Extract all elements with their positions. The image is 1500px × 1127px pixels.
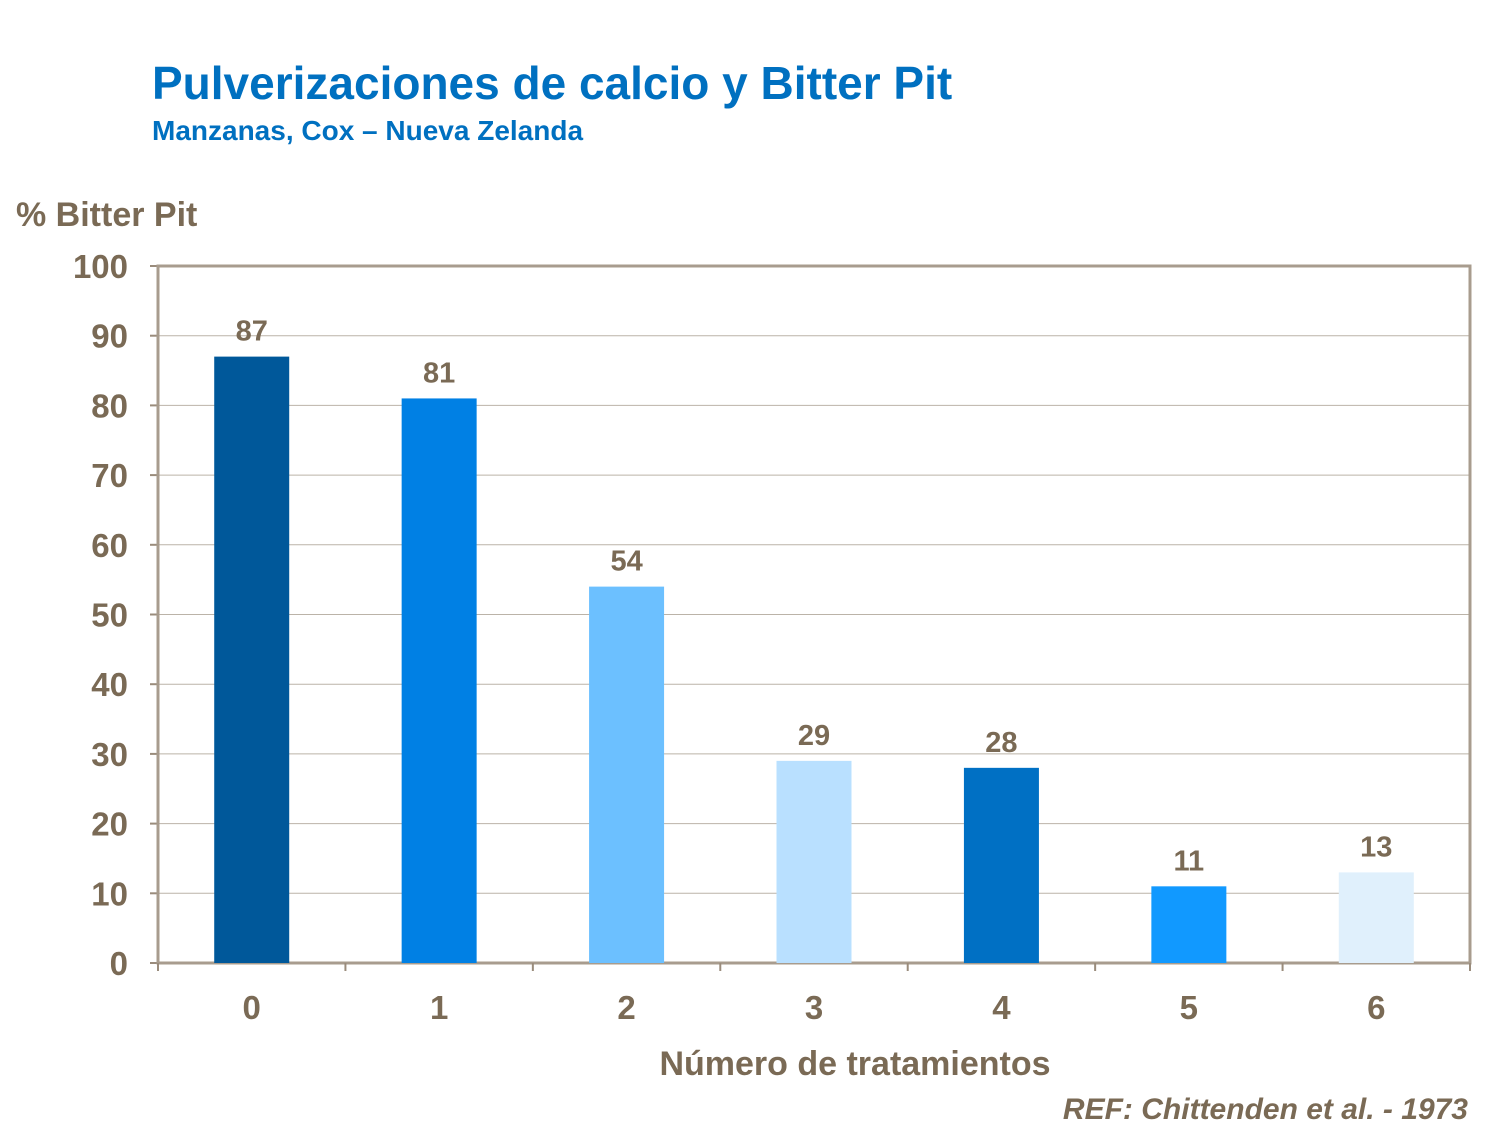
data-label: 81 [423,357,455,389]
data-label: 28 [985,727,1017,759]
data-label: 13 [1360,831,1392,863]
y-tick-label: 90 [91,318,128,355]
x-tick-label: 1 [430,989,448,1026]
y-tick-label: 20 [91,806,128,843]
y-tick-label: 30 [91,736,128,773]
x-tick-label: 2 [617,989,635,1026]
y-tick-label: 80 [91,387,128,424]
x-axis-label: Número de tratamientos [659,1045,1051,1083]
bar-6 [1338,872,1414,963]
y-tick-label: 50 [91,597,128,634]
x-tick-label: 3 [805,989,823,1026]
y-tick-label: 10 [91,875,128,912]
reference-note: REF: Chittenden et al. - 1973 [1062,1093,1468,1126]
bar-5 [1151,886,1227,963]
x-tick-label: 6 [1367,989,1385,1026]
data-label: 54 [610,546,642,578]
y-tick-label: 60 [91,527,128,564]
y-axis-label: % Bitter Pit [16,196,198,234]
bar-3 [776,760,852,963]
bar-0 [214,356,290,963]
x-tick-label: 0 [243,989,261,1026]
bar-1 [401,398,477,963]
x-tick-label: 4 [992,989,1011,1026]
y-tick-label: 40 [91,666,128,703]
data-label: 87 [236,316,268,348]
chart-title: Pulverizaciones de calcio y Bitter Pit [152,57,953,109]
data-label: 11 [1174,845,1205,877]
bar-4 [963,767,1039,963]
y-tick-label: 70 [91,457,128,494]
chart-subtitle: Manzanas, Cox – Nueva Zelanda [152,115,584,146]
bar-2 [589,586,665,963]
y-tick-label: 0 [110,945,128,982]
x-tick-label: 5 [1180,989,1198,1026]
y-tick-label: 100 [73,248,128,285]
data-label: 29 [798,720,830,752]
